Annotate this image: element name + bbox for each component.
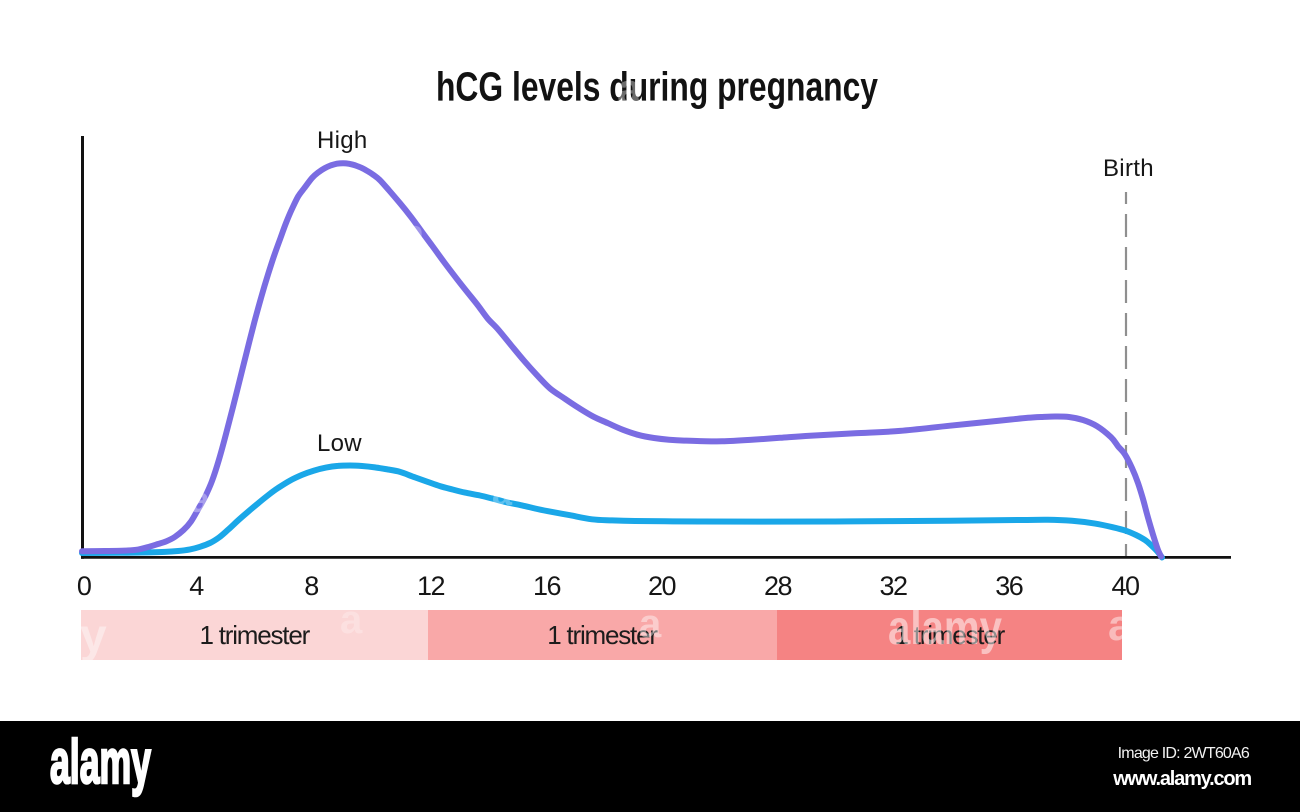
svg-text:a: a <box>617 65 642 114</box>
svg-text:a: a <box>340 598 363 642</box>
svg-text:y: y <box>80 610 107 663</box>
svg-text:a: a <box>492 472 513 513</box>
svg-text:a: a <box>190 479 211 520</box>
svg-text:alamy: alamy <box>50 728 151 797</box>
svg-text:alamy: alamy <box>888 602 1002 655</box>
svg-text:a: a <box>1108 601 1133 650</box>
svg-text:hCG levels during pregnancy: hCG levels during pregnancy <box>436 64 878 110</box>
svg-text:a: a <box>639 602 662 646</box>
svg-text:a: a <box>404 212 425 253</box>
